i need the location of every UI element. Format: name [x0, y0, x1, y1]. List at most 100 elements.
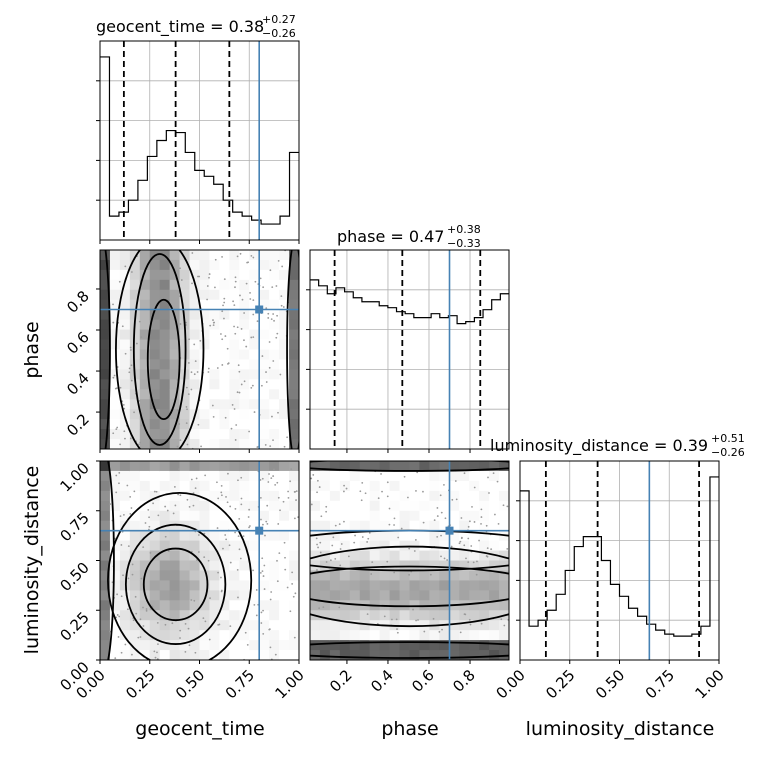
sample-point	[497, 522, 500, 525]
density-cell	[239, 419, 250, 430]
density-cell	[100, 610, 111, 621]
density-cell	[169, 560, 181, 571]
density-cell	[109, 369, 121, 380]
sample-point	[190, 388, 193, 391]
sample-point	[443, 557, 446, 560]
sample-point	[260, 611, 263, 614]
density-cell	[159, 329, 171, 341]
density-cell	[239, 329, 250, 341]
density-cell	[289, 319, 299, 331]
sample-point	[235, 424, 238, 426]
sample-point	[265, 307, 268, 310]
sample-point	[249, 291, 251, 294]
density-cell	[389, 540, 401, 552]
density-cell	[129, 510, 141, 522]
density-cell	[319, 530, 331, 542]
density-cell	[289, 269, 299, 281]
density-cell	[269, 580, 280, 591]
sample-point	[386, 495, 389, 498]
sample-point	[207, 559, 210, 562]
density-cell	[209, 620, 220, 631]
sample-point	[171, 622, 174, 625]
sample-point	[467, 525, 470, 528]
density-cell	[269, 620, 280, 631]
density-cell	[459, 570, 470, 581]
density-cell	[199, 610, 210, 621]
sample-point	[115, 616, 118, 619]
sample-point	[275, 285, 278, 287]
sample-point	[153, 650, 156, 653]
density-cell	[189, 490, 200, 502]
density-cell	[339, 630, 351, 641]
density-cell	[109, 560, 121, 571]
sample-point	[112, 303, 114, 306]
sample-point	[130, 507, 133, 509]
density-cell	[239, 570, 250, 581]
density-cell	[479, 461, 490, 472]
density-cell	[100, 429, 111, 440]
sample-point	[366, 541, 369, 543]
density-cell	[189, 429, 200, 440]
sample-point	[134, 595, 137, 598]
density-cell	[259, 480, 270, 492]
contour-line	[124, 523, 227, 645]
sample-point	[220, 576, 222, 579]
density-cell	[100, 289, 111, 301]
density-cell	[449, 640, 460, 651]
sample-point	[463, 613, 466, 615]
sample-point	[250, 386, 253, 389]
density-cell	[149, 329, 161, 341]
x-tick-label: 0.8	[449, 666, 479, 696]
sample-point	[377, 497, 380, 500]
density-cell	[189, 530, 200, 542]
density-cell	[429, 570, 440, 581]
density-cell	[289, 470, 299, 482]
density-cell	[269, 279, 280, 291]
density-cell	[149, 319, 161, 331]
density-cell	[100, 269, 111, 281]
sample-point	[119, 443, 121, 446]
density-cell	[179, 289, 191, 301]
sample-point	[272, 475, 275, 477]
density-cell	[109, 470, 121, 482]
density-cell	[409, 570, 420, 581]
sample-point	[133, 490, 136, 493]
density-cell	[179, 570, 191, 581]
sample-point	[128, 367, 131, 370]
density-cell	[499, 480, 509, 492]
density-cell	[279, 399, 290, 410]
density-cell	[269, 429, 280, 440]
density-cell	[149, 550, 161, 561]
density-cell	[109, 399, 121, 410]
density-cell	[189, 540, 200, 552]
density-cell	[159, 640, 171, 651]
density-cell	[179, 530, 191, 542]
density-cell	[489, 470, 500, 482]
density-cell	[239, 510, 250, 522]
density-cell	[479, 550, 490, 561]
sample-point	[115, 428, 118, 431]
sample-point	[240, 328, 243, 330]
density-cell	[169, 319, 181, 331]
density-cell	[339, 470, 351, 482]
density-cell	[179, 650, 191, 660]
truth-marker	[445, 526, 454, 535]
density-cell	[279, 490, 290, 502]
density-cell	[209, 461, 220, 472]
density-cell	[149, 339, 161, 350]
density-cell	[319, 480, 331, 492]
title-phase-minus: −0.33	[447, 237, 481, 250]
sample-point	[118, 471, 121, 474]
density-cell	[379, 470, 391, 482]
density-cell	[139, 319, 151, 331]
density-cell	[259, 250, 270, 261]
sample-point	[334, 524, 337, 527]
density-cell	[249, 329, 260, 341]
density-cell	[319, 461, 331, 472]
density-cell	[169, 429, 181, 440]
density-cell	[229, 600, 240, 611]
density-cell	[219, 530, 230, 542]
density-cell	[259, 490, 270, 502]
density-cell	[459, 640, 470, 651]
histogram-phase	[306, 249, 510, 453]
